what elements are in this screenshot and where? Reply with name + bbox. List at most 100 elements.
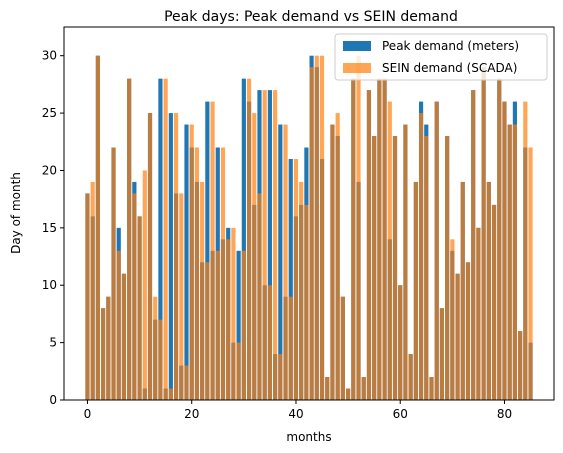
sein-demand-bar-72 [460, 181, 465, 400]
sein-demand-bar-19 [184, 365, 189, 400]
sein-demand-bar-22 [200, 181, 205, 400]
sein-demand-bar-18 [179, 193, 184, 400]
sein-demand-bar-61 [403, 124, 408, 401]
sein-demand-bar-76 [481, 67, 486, 401]
y-tick-label-20: 20 [42, 163, 57, 177]
sein-demand-bar-34 [262, 90, 267, 401]
peak-demand-bar-16 [168, 113, 173, 400]
sein-demand-bar-79 [497, 78, 502, 401]
sein-demand-bar-6 [116, 250, 121, 400]
sein-demand-bar-46 [325, 377, 330, 400]
sein-demand-bar-36 [273, 90, 278, 401]
sein-demand-bar-83 [518, 331, 523, 400]
sein-demand-bar-35 [267, 285, 272, 400]
peak-demand-bar-23 [205, 101, 210, 400]
sein-demand-bar-44 [314, 55, 319, 400]
sein-demand-bar-45 [319, 55, 325, 400]
sein-demand-bar-65 [424, 136, 429, 400]
sein-demand-bar-62 [408, 354, 413, 400]
peak-demand-bar-29 [236, 250, 241, 400]
sein-demand-bar-43 [309, 67, 314, 401]
y-axis-label: Day of month [9, 172, 23, 254]
peak-demand-bar-35 [267, 90, 272, 401]
y-tick-label-15: 15 [42, 221, 57, 235]
sein-demand-bar-39 [288, 296, 293, 400]
sein-demand-bar-80 [502, 101, 507, 400]
sein-demand-bar-59 [392, 136, 398, 400]
legend-swatch-peak-demand [343, 41, 371, 51]
sein-demand-bar-40 [293, 158, 299, 400]
sein-demand-bar-23 [205, 262, 210, 400]
sein-demand-bar-69 [445, 136, 450, 400]
sein-demand-bar-81 [507, 124, 512, 401]
sein-demand-bar-30 [241, 250, 246, 400]
x-axis-label: months [286, 430, 331, 444]
sein-demand-bar-68 [439, 308, 445, 400]
sein-demand-bar-14 [158, 319, 163, 400]
sein-demand-bar-56 [377, 78, 382, 401]
sein-demand-bar-74 [471, 90, 476, 401]
sein-demand-bar-52 [356, 55, 361, 400]
y-tick-label-25: 25 [42, 106, 57, 120]
sein-demand-bar-70 [450, 239, 455, 400]
sein-demand-bar-10 [137, 216, 142, 400]
sein-demand-bar-53 [361, 377, 366, 400]
sein-demand-bar-25 [215, 250, 220, 400]
x-tick-label-40: 40 [288, 407, 303, 421]
sein-demand-bar-7 [121, 273, 127, 400]
sein-demand-bar-50 [346, 388, 351, 400]
sein-demand-bar-0 [85, 193, 90, 400]
x-tick-label-80: 80 [497, 407, 512, 421]
sein-demand-bar-57 [382, 78, 387, 401]
sein-demand-bar-13 [153, 296, 158, 400]
sein-demand-bar-29 [236, 342, 241, 400]
sein-demand-bar-24 [210, 101, 215, 400]
series-sein-demand [85, 55, 533, 401]
sein-demand-bar-37 [278, 354, 283, 400]
sein-demand-bar-38 [283, 124, 288, 401]
sein-demand-bar-60 [398, 285, 403, 400]
sein-demand-bar-63 [413, 181, 418, 400]
y-tick-label-10: 10 [42, 278, 57, 292]
sein-demand-bar-71 [455, 273, 460, 400]
sein-demand-bar-75 [476, 227, 481, 400]
x-tick-label-20: 20 [184, 407, 199, 421]
y-axis: 0 5 10 15 20 25 30 [42, 49, 64, 407]
sein-demand-bar-26 [220, 147, 226, 400]
sein-demand-bar-48 [335, 113, 340, 400]
sein-demand-bar-41 [299, 181, 304, 400]
peak-demand-bar-19 [184, 124, 189, 401]
sein-demand-bar-67 [434, 101, 439, 400]
sein-demand-bar-82 [512, 124, 517, 401]
sein-demand-bar-15 [163, 78, 168, 401]
y-tick-label-5: 5 [49, 336, 57, 350]
x-tick-label-0: 0 [84, 407, 92, 421]
sein-demand-bar-77 [486, 181, 491, 400]
sein-demand-bar-78 [491, 204, 497, 400]
sein-demand-bar-16 [168, 388, 173, 400]
sein-demand-bar-20 [189, 124, 194, 401]
peak-demand-bar-39 [288, 158, 293, 400]
sein-demand-bar-11 [142, 170, 147, 400]
sein-demand-bar-84 [523, 101, 528, 400]
sein-demand-bar-4 [106, 296, 111, 400]
sein-demand-bar-49 [340, 296, 345, 400]
sein-demand-bar-51 [351, 78, 356, 401]
legend-label-peak-demand: Peak demand (meters) [382, 39, 519, 53]
sein-demand-bar-21 [194, 147, 200, 400]
legend-swatch-sein-demand [343, 63, 371, 73]
sein-demand-bar-27 [226, 239, 231, 400]
legend: Peak demand (meters) SEIN demand (SCADA) [334, 33, 548, 81]
sein-demand-bar-55 [372, 136, 377, 400]
peak-demand-bar-30 [241, 78, 246, 401]
y-tick-label-0: 0 [49, 393, 57, 407]
sein-demand-bar-33 [257, 193, 262, 400]
sein-demand-bar-73 [465, 262, 471, 400]
sein-demand-bar-85 [528, 147, 533, 400]
sein-demand-bar-28 [231, 227, 236, 400]
sein-demand-bar-8 [127, 78, 132, 401]
sein-demand-bar-1 [90, 181, 95, 400]
sein-demand-bar-17 [173, 113, 179, 400]
sein-demand-bar-5 [111, 147, 116, 400]
